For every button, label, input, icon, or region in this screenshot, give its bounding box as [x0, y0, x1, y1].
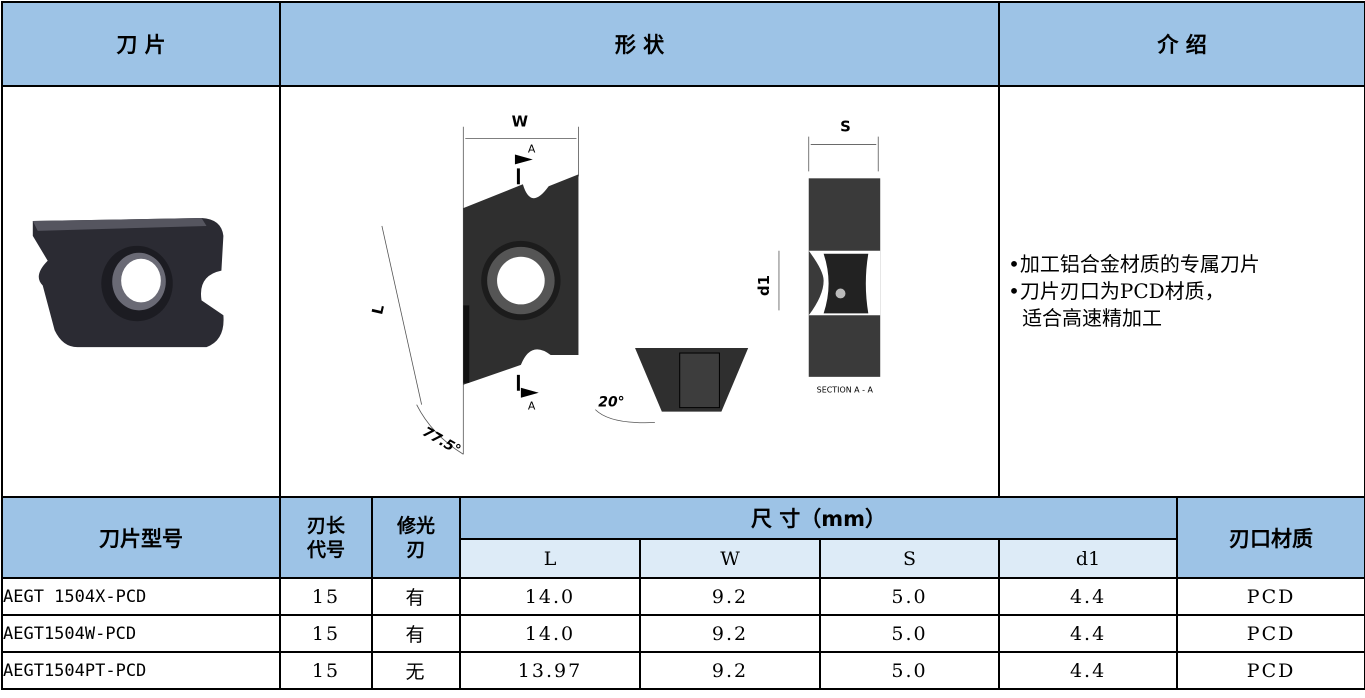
table-cell: 5.0 [818, 577, 1001, 616]
table-cell: 15 [279, 577, 373, 616]
table-cell: 5.0 [818, 614, 1001, 653]
header-cell: 形 状 [278, 1, 1001, 87]
sub-header-cell: L [459, 538, 641, 579]
table-cell: 无 [371, 651, 461, 690]
table-cell: AEGT1504PT-PCD [1, 651, 281, 690]
table-cell: 有 [371, 577, 461, 616]
header-cell: 修光刃 [371, 496, 461, 579]
label: 77.5° [420, 424, 464, 458]
intro-line: 适合高速精加工 [1022, 306, 1163, 330]
header-line: 代号 [306, 538, 345, 561]
table-cell: AEGT1504W-PCD [1, 614, 281, 653]
header-cell: 介 绍 [998, 1, 1365, 87]
table-row: AEGT1504PT-PCD 15 无 13.97 9.2 5.0 4.4 PCD [1, 651, 1365, 690]
intro-cell: •加工铝合金材质的专属刀片 •刀片刃口为PCD材质， 适合高速精加工 [998, 85, 1365, 498]
insert-photo [32, 218, 224, 348]
sub-header-cell: S [818, 538, 1001, 579]
table-cell: PCD [1176, 577, 1365, 616]
label: SECTION A - A [817, 386, 874, 395]
header-line: 刃长 [306, 514, 345, 537]
table-row: AEGT 1504X-PCD 15 有 14.0 9.2 5.0 4.4 PCD [1, 577, 1365, 616]
table-cell: 9.2 [639, 577, 821, 616]
sub-header-cell: d1 [998, 538, 1179, 579]
label: 20° [598, 395, 624, 411]
table-cell: 5.0 [818, 651, 1001, 690]
label: W [512, 113, 528, 131]
table-cell: 9.2 [639, 651, 821, 690]
photo-cell [1, 85, 281, 498]
drawing-cell: W S A A L d1 20° 77.5° SECTION A - A [278, 85, 1001, 498]
table-body: AEGT 1504X-PCD 15 有 14.0 9.2 5.0 4.4 PCD AEGT150… [1, 577, 1365, 690]
table-cell: PCD [1176, 651, 1365, 690]
intro-line: •加工铝合金材质的专属刀片 [1008, 252, 1260, 276]
table-cell: 13.97 [459, 651, 641, 690]
table-cell: 4.4 [998, 577, 1179, 616]
label: A [528, 143, 536, 156]
table-row: AEGT1504W-PCD 15 有 14.0 9.2 5.0 4.4 PCD [1, 614, 1365, 653]
header-cell: 刀片型号 [1, 496, 281, 579]
header-cell: 刃口材质 [1176, 496, 1365, 579]
intro-line: •刀片刃口为PCD材质， [1008, 279, 1225, 303]
table-cell: PCD [1176, 614, 1365, 653]
header-line: 刃 [406, 538, 426, 561]
table-cell: 4.4 [998, 614, 1179, 653]
header-line: 修光 [396, 514, 435, 537]
table-cell: 14.0 [459, 614, 641, 653]
header-cell: 刃长 代号 [279, 496, 373, 579]
label: S [840, 118, 851, 136]
table-cell: AEGT 1504X-PCD [1, 577, 281, 616]
table-cell: 14.0 [459, 577, 641, 616]
sub-header-cell: W [639, 538, 821, 579]
label: L [368, 302, 388, 316]
technical-drawing: W S A A L d1 20° 77.5° SECTION A - A [368, 113, 881, 458]
table-cell: 有 [371, 614, 461, 653]
label: A [528, 400, 536, 413]
table-cell: 4.4 [998, 651, 1179, 690]
header-cell: 尺 寸（mm） [458, 496, 1179, 540]
table-cell: 15 [279, 651, 373, 690]
label: d1 [755, 275, 773, 296]
table-cell: 9.2 [639, 614, 821, 653]
header-cell: 刀 片 [1, 1, 281, 87]
table-cell: 15 [279, 614, 373, 653]
